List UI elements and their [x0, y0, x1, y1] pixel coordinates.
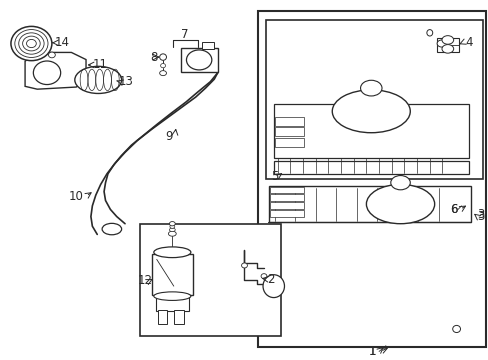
Ellipse shape	[168, 231, 176, 236]
Bar	[158, 310, 167, 324]
Bar	[173, 310, 183, 324]
Text: 5: 5	[271, 170, 278, 183]
Ellipse shape	[33, 61, 61, 85]
Text: 3: 3	[476, 210, 484, 223]
Bar	[274, 138, 304, 147]
Ellipse shape	[360, 80, 381, 96]
Bar	[270, 186, 304, 193]
Ellipse shape	[390, 176, 409, 190]
Text: 12: 12	[138, 274, 153, 287]
Ellipse shape	[75, 66, 122, 94]
Bar	[274, 117, 304, 126]
Ellipse shape	[159, 54, 166, 60]
Ellipse shape	[366, 184, 434, 224]
Ellipse shape	[241, 263, 247, 268]
Bar	[152, 254, 193, 295]
Text: 6: 6	[449, 203, 457, 216]
Ellipse shape	[169, 225, 174, 228]
Ellipse shape	[159, 71, 166, 76]
Bar	[258, 12, 485, 347]
Ellipse shape	[154, 292, 190, 301]
Text: 8: 8	[150, 50, 158, 64]
Ellipse shape	[186, 50, 211, 70]
Polygon shape	[91, 73, 217, 234]
Ellipse shape	[263, 275, 284, 298]
Ellipse shape	[154, 247, 190, 258]
Bar	[181, 48, 217, 72]
Ellipse shape	[331, 90, 409, 133]
Ellipse shape	[102, 223, 122, 235]
Ellipse shape	[11, 26, 52, 60]
Ellipse shape	[452, 325, 460, 333]
Ellipse shape	[48, 52, 55, 58]
Bar	[266, 201, 470, 333]
Bar	[202, 42, 214, 49]
Text: 7: 7	[181, 28, 188, 41]
Bar	[270, 210, 304, 217]
Text: 13: 13	[119, 75, 134, 88]
Text: 2: 2	[267, 273, 275, 286]
Bar	[140, 224, 281, 336]
Ellipse shape	[441, 45, 453, 53]
Bar	[270, 202, 304, 209]
Text: 14: 14	[55, 36, 70, 49]
Text: 6: 6	[449, 203, 457, 216]
Bar	[273, 104, 468, 158]
Text: 10: 10	[69, 190, 83, 203]
Bar	[274, 127, 304, 136]
Bar	[436, 38, 458, 53]
Ellipse shape	[160, 63, 165, 68]
Ellipse shape	[436, 40, 446, 47]
Ellipse shape	[441, 36, 453, 44]
Text: 1: 1	[368, 345, 375, 358]
Text: 11: 11	[93, 58, 108, 71]
Bar	[273, 161, 468, 174]
Ellipse shape	[169, 228, 175, 231]
Ellipse shape	[169, 221, 175, 226]
Text: 3: 3	[476, 208, 484, 221]
Text: 9: 9	[165, 130, 172, 143]
Polygon shape	[25, 53, 86, 89]
Bar	[270, 194, 304, 201]
Bar	[156, 294, 188, 311]
Text: 4: 4	[464, 36, 471, 49]
Ellipse shape	[261, 274, 266, 279]
Ellipse shape	[426, 30, 432, 36]
Bar	[268, 186, 470, 222]
Text: 1: 1	[368, 345, 375, 358]
Bar	[266, 20, 483, 179]
